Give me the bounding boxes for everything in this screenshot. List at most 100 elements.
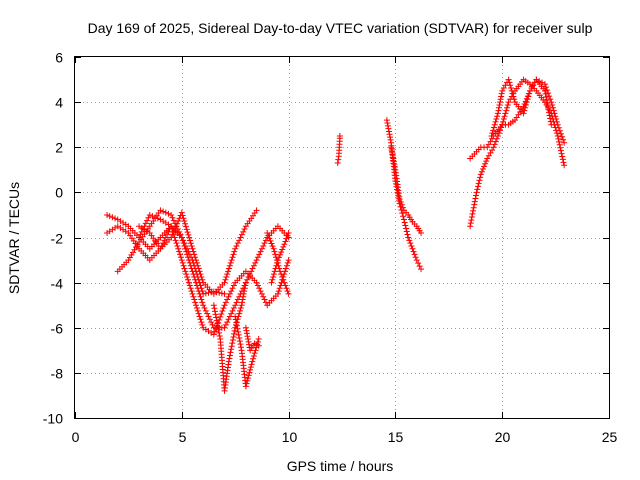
data-point xyxy=(270,273,277,280)
data-point xyxy=(242,279,249,286)
data-point xyxy=(390,155,397,162)
data-point xyxy=(142,220,149,227)
data-point xyxy=(182,242,189,249)
data-point xyxy=(191,251,198,258)
data-point xyxy=(474,186,481,193)
data-point xyxy=(508,85,515,92)
grid-layer xyxy=(75,57,609,418)
data-point xyxy=(268,279,275,286)
data-point xyxy=(559,133,566,140)
data-point xyxy=(244,333,251,340)
data-point xyxy=(241,285,248,292)
data-point xyxy=(526,90,533,97)
data-point xyxy=(230,251,237,258)
data-point xyxy=(233,319,240,326)
data-point xyxy=(195,265,202,272)
data-point xyxy=(181,265,188,272)
data-point xyxy=(545,109,552,116)
data-point xyxy=(556,127,563,134)
data-point xyxy=(336,132,343,139)
data-point xyxy=(541,87,548,94)
data-point xyxy=(185,231,192,238)
data-point xyxy=(220,305,227,312)
data-point xyxy=(488,132,495,139)
data-point xyxy=(228,343,235,350)
data-point xyxy=(244,377,251,384)
data-point xyxy=(250,352,257,359)
data-point xyxy=(547,118,554,125)
data-point xyxy=(283,285,290,292)
data-point xyxy=(482,160,489,167)
data-point xyxy=(160,208,167,215)
data-point xyxy=(199,288,206,295)
data-point xyxy=(548,121,555,128)
data-point xyxy=(253,279,260,286)
data-point xyxy=(270,245,277,252)
data-point xyxy=(391,163,398,170)
data-point xyxy=(183,271,190,278)
data-point xyxy=(174,242,181,249)
data-point xyxy=(418,266,425,273)
data-point xyxy=(545,90,552,97)
data-point xyxy=(234,240,241,247)
data-point xyxy=(278,249,285,256)
data-point xyxy=(407,240,414,247)
data-point xyxy=(229,254,236,261)
data-point xyxy=(144,217,151,224)
data-point xyxy=(279,246,286,253)
series-track-a xyxy=(104,211,292,338)
data-point xyxy=(473,189,480,196)
data-point xyxy=(192,299,199,306)
data-point xyxy=(405,234,412,241)
data-point xyxy=(503,107,510,114)
data-point xyxy=(237,307,244,314)
data-point xyxy=(184,273,191,280)
y-tick-label: -2 xyxy=(51,231,64,247)
data-point xyxy=(225,358,232,365)
data-point xyxy=(504,101,511,108)
data-point xyxy=(281,279,288,286)
data-point xyxy=(182,268,189,275)
data-point xyxy=(175,245,182,252)
y-tick-label: 4 xyxy=(55,95,63,111)
data-point xyxy=(186,234,193,241)
data-point xyxy=(197,271,204,278)
data-point xyxy=(224,319,231,326)
data-point xyxy=(467,223,474,230)
data-point xyxy=(180,215,187,222)
data-point xyxy=(400,213,407,220)
data-point xyxy=(250,355,257,362)
data-point xyxy=(137,231,144,238)
data-point xyxy=(222,299,229,306)
data-point xyxy=(561,139,568,146)
data-point xyxy=(192,254,199,261)
data-point xyxy=(413,257,420,264)
series-dip-1 xyxy=(210,279,249,394)
data-point xyxy=(561,162,568,169)
data-point xyxy=(274,259,281,266)
data-point xyxy=(398,201,405,208)
data-point xyxy=(224,296,231,303)
data-point xyxy=(252,347,259,354)
data-point xyxy=(560,136,567,143)
data-point xyxy=(189,245,196,252)
data-point xyxy=(199,299,206,306)
data-point xyxy=(524,96,531,103)
series-track-j xyxy=(488,76,555,139)
x-tick-label: 0 xyxy=(72,429,80,445)
data-point xyxy=(501,113,508,120)
data-point xyxy=(262,299,269,306)
data-point xyxy=(211,305,218,312)
data-point xyxy=(229,285,236,292)
data-point xyxy=(234,325,241,332)
data-point xyxy=(265,232,272,239)
data-point xyxy=(260,242,267,249)
data-point xyxy=(201,305,208,312)
data-point xyxy=(283,235,290,242)
data-point xyxy=(254,338,261,345)
data-point xyxy=(175,217,182,224)
data-point xyxy=(390,158,397,165)
y-tick-label: -6 xyxy=(51,321,64,337)
x-axis-label: GPS time / hours xyxy=(287,458,394,474)
data-point xyxy=(229,337,236,344)
